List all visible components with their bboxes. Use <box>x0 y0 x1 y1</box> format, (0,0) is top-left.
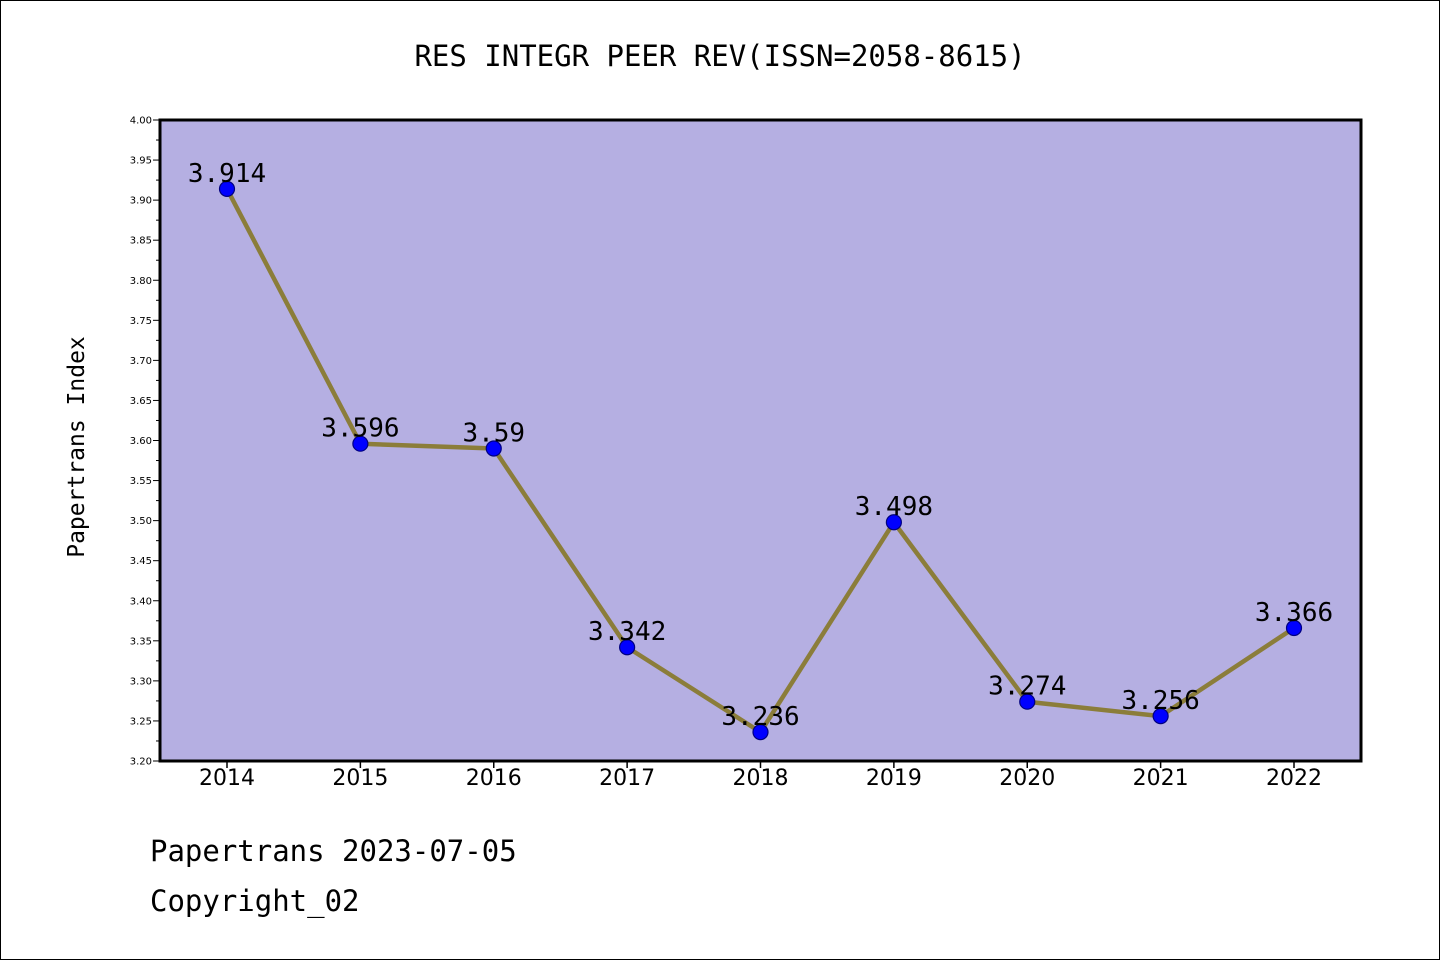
x-tick-label: 2015 <box>332 766 388 791</box>
data-point <box>1152 708 1169 725</box>
data-point <box>1019 693 1036 710</box>
y-tick-label: 3.55 <box>130 476 152 487</box>
data-label: 3.914 <box>188 159 266 189</box>
data-label: 3.274 <box>988 672 1066 702</box>
data-label: 3.256 <box>1121 686 1199 716</box>
y-tick-label: 3.95 <box>130 156 152 167</box>
y-tick-label: 3.45 <box>130 556 152 567</box>
data-point <box>485 440 502 457</box>
data-label: 3.498 <box>855 492 933 522</box>
y-tick-label: 3.60 <box>130 436 152 447</box>
y-tick-label: 3.20 <box>130 757 152 768</box>
data-label: 3.342 <box>588 617 666 647</box>
x-tick-label: 2018 <box>733 766 789 791</box>
y-tick-label: 3.85 <box>130 236 152 247</box>
y-tick-label: 3.35 <box>130 636 152 647</box>
x-tick-label: 2019 <box>866 766 922 791</box>
data-point <box>885 514 902 531</box>
x-tick-label: 2022 <box>1266 766 1322 791</box>
y-tick-label: 4.00 <box>130 116 152 127</box>
y-tick-label: 3.40 <box>130 596 152 607</box>
y-axis: 3.20 3.25 3.30 3.35 3.40 3.45 3.50 3.55 3.60 3.65… <box>130 116 160 768</box>
data-label: 3.236 <box>721 702 799 732</box>
y-tick-label: 3.90 <box>130 196 152 207</box>
y-axis-label: Papertrans Index <box>64 336 90 558</box>
series-line <box>218 180 1303 741</box>
y-tick-label: 3.25 <box>130 716 152 727</box>
y-tick-label: 3.75 <box>130 316 152 327</box>
y-tick-label: 3.70 <box>130 356 152 367</box>
y-tick-label: 3.65 <box>130 396 152 407</box>
x-tick-label: 2021 <box>1133 766 1189 791</box>
x-tick-label: 2016 <box>466 766 522 791</box>
data-point <box>619 639 636 656</box>
data-labels: 3.914 3.596 3.59 3.342 3.236 3.498 3.274 3.256 3… <box>188 159 1333 732</box>
data-label: 3.596 <box>321 414 399 444</box>
data-label: 3.59 <box>462 419 525 449</box>
x-tick-label: 2020 <box>999 766 1055 791</box>
data-point <box>352 435 369 452</box>
x-tick-label: 2017 <box>599 766 655 791</box>
data-point <box>1285 619 1303 637</box>
plot-border <box>158 118 1363 763</box>
y-tick-label: 3.30 <box>130 676 152 687</box>
data-point <box>218 180 236 198</box>
y-tick-label: 3.80 <box>130 276 152 287</box>
y-tick-label: 3.50 <box>130 516 152 527</box>
x-axis: 2014 2015 2016 2017 2018 2019 2020 2021 2022 <box>199 761 1322 791</box>
x-tick-label: 2014 <box>199 766 255 791</box>
footer-date: Papertrans 2023-07-05 <box>150 834 517 868</box>
chart-title: RES INTEGR PEER REV(ISSN=2058-8615) <box>414 39 1025 73</box>
data-point <box>752 724 769 741</box>
data-label: 3.366 <box>1255 598 1333 628</box>
footer-copyright: Copyright_02 <box>150 884 360 918</box>
